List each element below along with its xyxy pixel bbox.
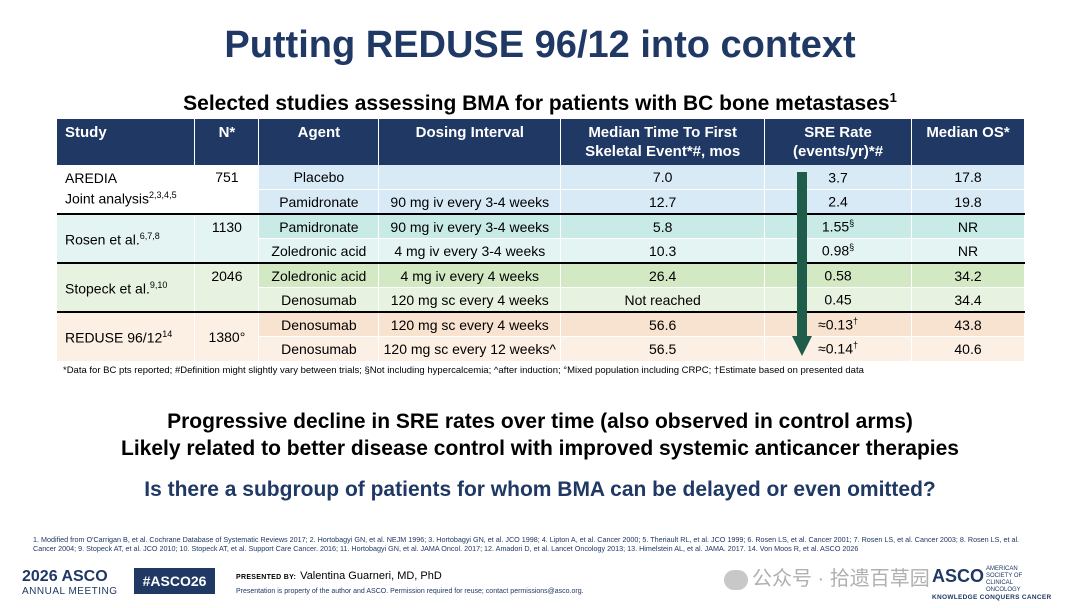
key-message-line1: Progressive decline in SRE rates over ti… <box>167 410 913 433</box>
time-cell: 26.4 <box>560 262 766 288</box>
dosing-cell: 90 mg iv every 3-4 weeks <box>378 189 562 215</box>
sre-cell: ≈0.13† <box>764 311 912 337</box>
hashtag-badge: #ASCO26 <box>134 568 215 594</box>
header-time-to-event: Median Time To First Skeletal Event*#, mo… <box>560 119 766 165</box>
study-reduse: REDUSE 96/1214 <box>57 311 196 362</box>
table-row: REDUSE 96/1214 1380° Denosumab 120 mg sc… <box>57 311 1025 362</box>
table-row: Pamidronate 90 mg iv every 3-4 weeks 12.… <box>57 189 1025 215</box>
dosing-cell: 120 mg sc every 4 weeks <box>378 311 562 337</box>
time-cell: 10.3 <box>560 238 766 264</box>
agent-cell: Pamidronate <box>258 189 380 215</box>
asco-meeting-logo: 2026 ASCO ANNUAL MEETING <box>22 568 118 597</box>
agent-cell: Zoledronic acid <box>258 262 380 288</box>
table-row: Denosumab 120 mg sc every 12 weeks^ 56.5… <box>57 336 1025 362</box>
table-footnote: *Data for BC pts reported; #Definition m… <box>63 365 864 376</box>
study-aredia: AREDIA Joint analysis2,3,4,5 <box>57 165 196 215</box>
property-note: Presentation is property of the author a… <box>236 588 584 595</box>
table-header-row: Study N* Agent Dosing Interval Median Ti… <box>57 119 1025 165</box>
sre-cell: 3.7 <box>764 165 912 190</box>
dosing-cell: 90 mg iv every 3-4 weeks <box>378 213 562 239</box>
os-cell: 17.8 <box>911 165 1025 190</box>
table-row: AREDIA Joint analysis2,3,4,5 751 Placebo … <box>57 165 1025 215</box>
table-row: Rosen et al.6,7,8 1130 Pamidronate 90 mg… <box>57 213 1025 264</box>
os-cell: 19.8 <box>911 189 1025 215</box>
asco-logo: ASCO AMERICAN SOCIETY OF CLINICAL ONCOLOG… <box>932 566 1052 601</box>
header-os: Median OS* <box>911 119 1025 165</box>
header-agent: Agent <box>258 119 380 165</box>
footer: 2026 ASCO ANNUAL MEETING #ASCO26 PRESENT… <box>0 562 1080 608</box>
agent-cell: Denosumab <box>258 287 380 313</box>
slide-title: Putting REDUSE 96/12 into context <box>224 24 856 66</box>
n-rosen: 1130 <box>194 213 260 264</box>
time-cell: Not reached <box>560 287 766 313</box>
dosing-cell <box>378 165 562 190</box>
sre-cell: 0.45 <box>764 287 912 313</box>
os-cell: 34.4 <box>911 287 1025 313</box>
time-cell: 12.7 <box>560 189 766 215</box>
sre-cell: ≈0.14† <box>764 336 912 362</box>
os-cell: NR <box>911 238 1025 264</box>
os-cell: 40.6 <box>911 336 1025 362</box>
os-cell: NR <box>911 213 1025 239</box>
header-n: N* <box>194 119 260 165</box>
subtitle-ref: 1 <box>889 90 897 105</box>
n-reduse: 1380° <box>194 311 260 362</box>
slide-subtitle: Selected studies assessing BMA for patie… <box>0 90 1080 116</box>
n-stopeck: 2046 <box>194 262 260 313</box>
header-sre-rate: SRE Rate (events/yr)*# <box>764 119 912 165</box>
dosing-cell: 120 mg sc every 4 weeks <box>378 287 562 313</box>
presenter: PRESENTED BY: Valentina Guarneri, MD, PhD <box>236 570 442 582</box>
time-cell: 5.8 <box>560 213 766 239</box>
agent-cell: Denosumab <box>258 336 380 362</box>
key-message: Progressive decline in SRE rates over ti… <box>0 408 1080 462</box>
wechat-icon <box>724 569 748 590</box>
dosing-cell: 4 mg iv every 3-4 weeks <box>378 238 562 264</box>
study-rosen: Rosen et al.6,7,8 <box>57 213 196 264</box>
time-cell: 56.5 <box>560 336 766 362</box>
key-question: Is there a subgroup of patients for whom… <box>144 478 936 501</box>
watermark: 公众号 · 拾遗百草园 <box>724 562 930 591</box>
sre-cell: 2.4 <box>764 189 912 215</box>
agent-cell: Placebo <box>258 165 380 190</box>
os-cell: 43.8 <box>911 311 1025 337</box>
references: 1. Modified from O'Carrigan B, et al. Co… <box>33 535 1020 553</box>
sre-cell: 1.55§ <box>764 213 912 239</box>
time-cell: 56.6 <box>560 311 766 337</box>
header-dosing: Dosing Interval <box>378 119 562 165</box>
agent-cell: Zoledronic acid <box>258 238 380 264</box>
os-cell: 34.2 <box>911 262 1025 288</box>
n-aredia: 751 <box>194 165 260 215</box>
study-stopeck: Stopeck et al.9,10 <box>57 262 196 313</box>
table-row: Stopeck et al.9,10 2046 Zoledronic acid … <box>57 262 1025 313</box>
sre-cell: 0.98§ <box>764 238 912 264</box>
studies-table: Study N* Agent Dosing Interval Median Ti… <box>57 119 1025 362</box>
key-message-line2: Likely related to better disease control… <box>121 437 959 460</box>
dosing-cell: 4 mg iv every 4 weeks <box>378 262 562 288</box>
agent-cell: Pamidronate <box>258 213 380 239</box>
subtitle-text: Selected studies assessing BMA for patie… <box>183 92 890 115</box>
header-study: Study <box>57 119 196 165</box>
time-cell: 7.0 <box>560 165 766 190</box>
sre-cell: 0.58 <box>764 262 912 288</box>
down-arrow-icon <box>792 172 812 356</box>
dosing-cell: 120 mg sc every 12 weeks^ <box>378 336 562 362</box>
table-row: Denosumab 120 mg sc every 4 weeks Not re… <box>57 287 1025 313</box>
agent-cell: Denosumab <box>258 311 380 337</box>
table-row: Zoledronic acid 4 mg iv every 3-4 weeks … <box>57 238 1025 264</box>
